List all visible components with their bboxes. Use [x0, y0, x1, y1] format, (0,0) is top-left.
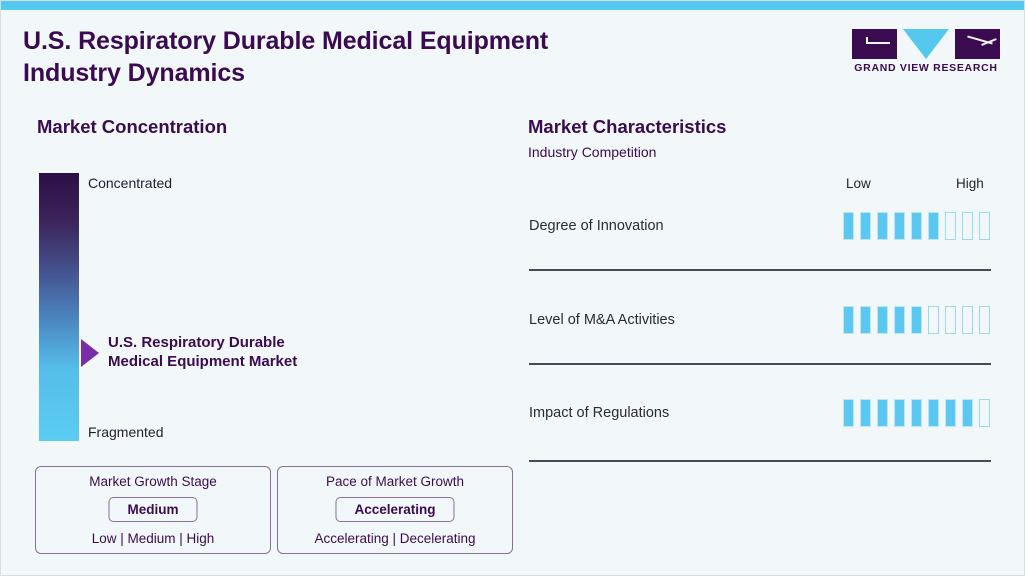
market-characteristics-heading: Market Characteristics — [528, 116, 727, 137]
characteristic-label-degree-of-innovation: Degree of Innovation — [529, 218, 664, 234]
rating-segment-filled — [877, 399, 888, 427]
rating-segment-filled — [911, 212, 922, 240]
logo-v-triangle-icon — [903, 29, 949, 59]
rating-segment-filled — [894, 212, 905, 240]
rating-segment-filled — [894, 306, 905, 334]
rating-bars-impact-of-regulations — [843, 399, 991, 427]
pace-of-market-growth-value: Accelerating — [335, 497, 455, 522]
rating-segment-filled — [928, 399, 939, 427]
rating-segment-empty — [945, 212, 956, 240]
market-growth-stage-card: Market Growth Stage Medium Low | Medium … — [35, 466, 271, 554]
page-title: U.S. Respiratory Durable Medical Equipme… — [23, 25, 723, 89]
rating-segment-filled — [911, 399, 922, 427]
rating-segment-empty — [962, 306, 973, 334]
rating-segment-filled — [962, 399, 973, 427]
rating-segment-filled — [860, 399, 871, 427]
rating-segment-empty — [979, 306, 990, 334]
concentration-scale-top-label: Concentrated — [88, 175, 173, 191]
concentration-gradient-scale — [39, 173, 79, 441]
rating-segment-empty — [962, 212, 973, 240]
row-divider-2 — [529, 363, 991, 365]
rating-segment-empty — [945, 306, 956, 334]
rating-bars-level-of-m-and-a-activities — [843, 306, 991, 334]
logo-mark-group — [852, 29, 1000, 59]
rating-bars-degree-of-innovation — [843, 212, 991, 240]
concentration-marker-label-line-1: U.S. Respiratory Durable — [108, 333, 285, 351]
pace-of-market-growth-card: Pace of Market Growth Accelerating Accel… — [277, 466, 513, 554]
rating-segment-filled — [911, 306, 922, 334]
market-characteristics-subheading: Industry Competition — [528, 144, 657, 160]
concentration-marker-label-line-2: Medical Equipment Market — [108, 353, 298, 371]
page-title-line-2: Industry Dynamics — [23, 59, 245, 87]
page-title-line-1: U.S. Respiratory Durable Medical Equipme… — [23, 27, 549, 55]
rating-segment-empty — [928, 306, 939, 334]
rating-segment-filled — [843, 212, 854, 240]
rating-segment-filled — [843, 399, 854, 427]
logo-g-icon — [852, 29, 897, 59]
scale-axis-high-label: High — [956, 176, 984, 191]
scale-axis-low-label: Low — [846, 176, 871, 191]
rating-segment-filled — [928, 212, 939, 240]
concentration-scale-bottom-label: Fragmented — [88, 424, 164, 440]
pace-of-market-growth-scale: Accelerating | Decelerating — [314, 531, 476, 546]
pace-of-market-growth-title: Pace of Market Growth — [325, 474, 465, 489]
characteristic-label-impact-of-regulations: Impact of Regulations — [529, 405, 670, 421]
rating-segment-empty — [979, 399, 990, 427]
market-growth-stage-scale: Low | Medium | High — [91, 531, 215, 546]
concentration-marker-label: U.S. Respiratory Durable Medical Equipme… — [108, 333, 368, 373]
logo-r-icon — [955, 29, 1000, 59]
rating-segment-filled — [860, 212, 871, 240]
rating-segment-filled — [877, 212, 888, 240]
concentration-marker-arrow-icon — [81, 338, 99, 367]
market-growth-stage-value: Medium — [108, 497, 198, 522]
rating-segment-filled — [894, 399, 905, 427]
rating-segment-filled — [860, 306, 871, 334]
rating-segment-filled — [877, 306, 888, 334]
rating-segment-filled — [945, 399, 956, 427]
grand-view-research-logo: GRAND VIEW RESEARCH — [852, 29, 1000, 77]
row-divider-1 — [529, 269, 991, 271]
rating-segment-filled — [843, 306, 854, 334]
market-concentration-heading: Market Concentration — [37, 116, 228, 137]
characteristic-label-level-of-m-and-a-activities: Level of M&A Activities — [529, 312, 675, 328]
row-divider-3 — [529, 460, 991, 462]
logo-wordmark: GRAND VIEW RESEARCH — [854, 62, 998, 74]
rating-segment-empty — [979, 212, 990, 240]
market-growth-stage-title: Market Growth Stage — [89, 474, 217, 489]
top-accent-bar — [1, 1, 1024, 10]
